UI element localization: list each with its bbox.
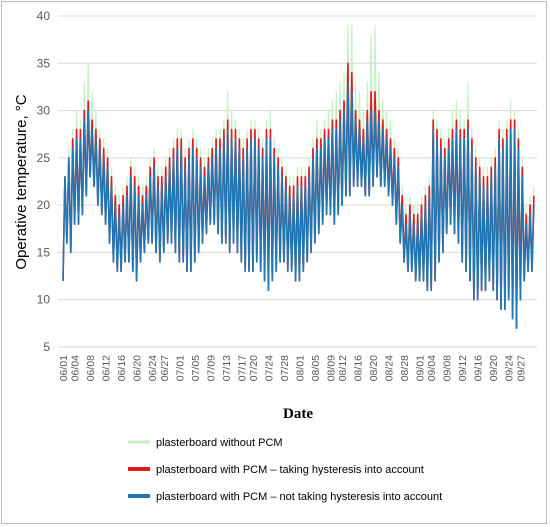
x-tick-label: 08/01 [294,355,306,381]
x-tick-label: 08/20 [368,355,380,381]
x-tick-label: 06/16 [116,355,128,381]
x-tick-label: 07/24 [263,355,275,381]
y-tick-label: 40 [37,9,51,23]
x-tick-label: 09/01 [415,355,427,381]
y-tick-label: 15 [37,245,51,259]
x-tick-label: 09/27 [515,355,527,381]
x-tick-label: 07/17 [236,355,248,381]
x-tick-label: 07/05 [190,355,202,381]
x-tick-label: 08/24 [384,355,396,381]
x-tick-label: 09/16 [473,355,485,381]
x-tick-label: 09/04 [426,355,438,381]
y-tick-label: 35 [37,56,51,70]
legend-label: plasterboard with PCM – taking hysteresi… [156,464,424,476]
x-tick-label: 06/27 [159,355,171,381]
x-tick-label: 06/20 [132,355,144,381]
legend: plasterboard without PCM plasterboard wit… [128,437,442,503]
y-axis-title: Operative temperature, °C [13,94,30,269]
y-tick-label: 20 [37,198,51,212]
y-tick-label: 5 [43,340,50,354]
x-tick-label: 06/08 [85,355,97,381]
y-tick-labels: 5 10 15 20 25 30 35 40 [37,9,51,354]
x-tick-label: 07/13 [221,355,233,381]
x-tick-label: 09/08 [442,355,454,381]
x-tick-label: 07/20 [248,355,260,381]
x-tick-label: 09/20 [488,355,500,381]
x-tick-label: 08/16 [353,355,365,381]
legend-label: plasterboard without PCM [156,437,283,449]
series-layer [62,24,535,329]
x-tick-label: 08/12 [337,355,349,381]
legend-label: plasterboard with PCM – not taking hyste… [156,491,442,503]
x-tick-label: 06/04 [70,355,82,381]
y-tick-label: 30 [37,104,51,118]
y-tick-label: 10 [37,293,51,307]
x-tick-label: 07/09 [205,355,217,381]
x-tick-labels: 06/01 06/04 06/08 06/12 06/16 06/20 06/24 06/27… [58,355,527,381]
x-tick-label: 07/28 [279,355,291,381]
x-tick-label: 09/12 [457,355,469,381]
x-tick-label: 06/24 [147,355,159,381]
x-tick-label: 08/05 [310,355,322,381]
y-tick-label: 25 [37,151,51,165]
x-axis-title: Date [283,406,313,422]
x-tick-label: 06/01 [58,355,70,381]
x-tick-label: 07/01 [174,355,186,381]
x-tick-label: 09/24 [504,355,516,381]
x-tick-label: 08/09 [325,355,337,381]
x-tick-label: 08/28 [399,355,411,381]
series-line-3 [62,81,535,329]
x-tick-label: 06/12 [101,355,113,381]
